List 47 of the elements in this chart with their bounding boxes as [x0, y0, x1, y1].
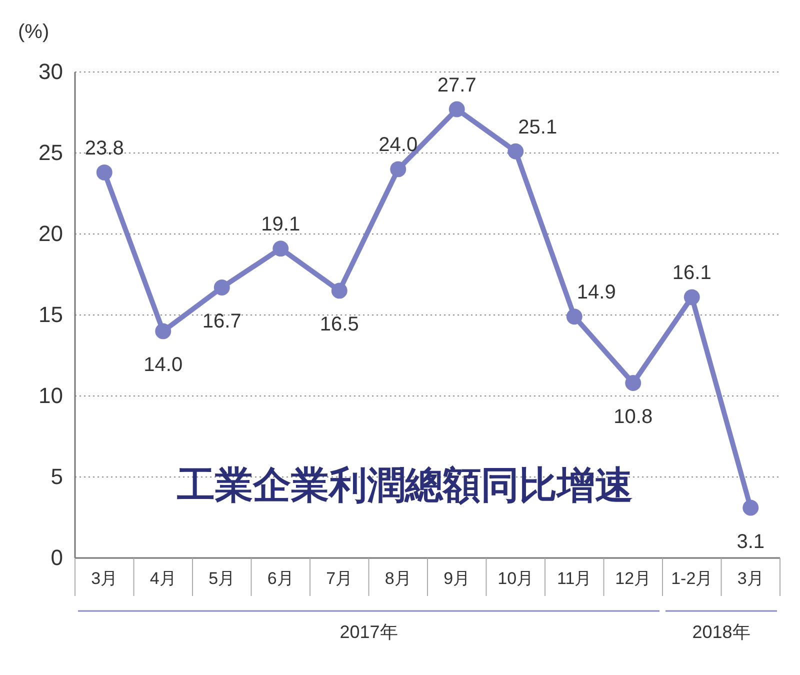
point	[625, 375, 642, 392]
point	[214, 279, 230, 296]
x-tick-label: 7月	[326, 569, 353, 588]
y-tick-label: 5	[50, 464, 63, 490]
x-tick-label: 4月	[150, 569, 176, 588]
point	[331, 282, 348, 299]
data-label: 19.1	[261, 214, 300, 236]
data-label: 10.8	[614, 406, 653, 428]
x-tick-label: 1-2月	[671, 569, 713, 588]
point	[272, 240, 289, 257]
x-tick-label: 12月	[615, 569, 652, 588]
x-tick-label: 3月	[737, 569, 764, 588]
point	[390, 161, 406, 178]
point	[566, 308, 582, 325]
data-label: 14.9	[576, 282, 616, 304]
data-label: 3.1	[736, 530, 765, 553]
text: 2017年	[340, 622, 398, 642]
x-tick-label: 9月	[444, 569, 470, 588]
data-label: 16.5	[320, 314, 359, 336]
point	[742, 500, 759, 516]
x-tick-label: 8月	[384, 569, 412, 588]
data-label: 23.8	[84, 137, 124, 160]
data-label: 27.7	[437, 74, 476, 96]
x-tick-label: 6月	[267, 569, 294, 588]
text: 2018年	[692, 622, 750, 642]
x-tick-label: 11月	[557, 569, 592, 588]
y-tick-label: 15	[38, 302, 63, 328]
text: 工業企業利潤總額同比增速	[177, 465, 633, 507]
point	[684, 289, 700, 306]
y-tick-label: 25	[38, 140, 63, 166]
x-tick-label: 5月	[208, 569, 236, 588]
point	[155, 323, 172, 340]
y-tick-label: 10	[38, 383, 63, 408]
x-tick-label: 10月	[498, 569, 534, 588]
data-label: 14.0	[144, 354, 183, 376]
data-label: 25.1	[518, 116, 558, 138]
y-axis-title: (%)	[18, 21, 50, 43]
x-tick-label: 3月	[91, 569, 118, 588]
y-tick-label: 20	[38, 221, 63, 246]
data-label: 16.1	[672, 262, 712, 284]
y-tick-label: 0	[50, 545, 63, 570]
data-label: 16.7	[202, 310, 242, 332]
point	[508, 143, 524, 160]
data-label: 24.0	[378, 134, 418, 156]
y-tick-label: 30	[38, 59, 63, 84]
point	[448, 101, 465, 118]
point	[96, 164, 112, 180]
